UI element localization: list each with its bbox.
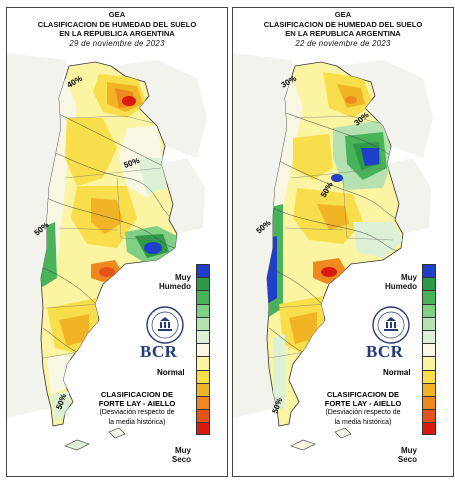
bcr-seal-logo	[146, 306, 184, 344]
legend-swatch	[422, 369, 436, 383]
moisture-legend	[196, 264, 210, 436]
argentina-moisture-map: 40% 50% 50% 50%	[7, 53, 207, 451]
legend-label-normal: Normal	[157, 368, 185, 377]
neighbor-land-north	[337, 60, 433, 158]
legend-swatch	[422, 316, 436, 330]
map-date: 29 de noviembre de 2023	[69, 38, 165, 48]
title-main: CLASIFICACION DE HUMEDAD DEL SUELO	[37, 19, 197, 29]
map-title: GEA CLASIFICACION DE HUMEDAD DEL SUELO E…	[7, 10, 227, 48]
legend-swatch	[422, 356, 436, 370]
legend-swatch	[422, 382, 436, 396]
legend-swatch	[196, 409, 210, 423]
legend-swatch	[196, 395, 210, 410]
legend-swatch	[196, 277, 210, 291]
argentina-moisture-map: 30% 30% 50% 50% 50%	[233, 53, 433, 451]
legend-swatch	[422, 409, 436, 423]
methodology-note: CLASIFICACION DE FORTE LAY - AIELLO (Des…	[98, 390, 176, 426]
title-gea: GEA	[334, 10, 352, 19]
legend-swatch	[196, 369, 210, 383]
neighbor-land-north	[111, 60, 207, 158]
title-gea: GEA	[108, 10, 126, 19]
malvinas-islands	[108, 427, 126, 439]
legend-swatch	[422, 290, 436, 304]
neighbor-land-east	[387, 158, 431, 234]
bcr-brand: BCR	[366, 342, 404, 361]
bcr-brand: BCR	[140, 342, 178, 361]
legend-swatch	[422, 303, 436, 317]
legend-swatch	[196, 343, 210, 357]
legend-swatch	[196, 422, 210, 436]
map-date: 22 de noviembre de 2023	[295, 38, 391, 48]
tierra-del-fuego	[64, 439, 90, 451]
malvinas-islands	[334, 427, 352, 439]
title-country: EN LA REPUBLICA ARGENTINA	[285, 29, 401, 38]
legend-swatch	[422, 329, 436, 344]
legend-swatch	[196, 290, 210, 304]
tierra-del-fuego	[290, 439, 316, 451]
legend-label-wet: Muy Humedo	[159, 273, 191, 291]
methodology-note: CLASIFICACION DE FORTE LAY - AIELLO (Des…	[324, 390, 402, 426]
legend-swatch	[196, 356, 210, 370]
neighbor-land	[7, 53, 67, 418]
legend-swatch	[196, 264, 210, 278]
moisture-legend	[422, 264, 436, 436]
soil-moisture-map-panel-2: GEA CLASIFICACION DE HUMEDAD DEL SUELO E…	[232, 7, 454, 477]
neighbor-land-east	[161, 158, 205, 234]
legend-label-dry: Muy Seco	[171, 446, 191, 464]
legend-swatch	[196, 382, 210, 396]
legend-label-normal: Normal	[383, 368, 411, 377]
soil-moisture-map-panel-1: GEA CLASIFICACION DE HUMEDAD DEL SUELO E…	[6, 7, 228, 477]
bcr-seal-logo	[372, 306, 410, 344]
legend-swatch	[422, 264, 436, 278]
legend-swatch	[196, 316, 210, 330]
legend-swatch	[422, 395, 436, 410]
legend-label-dry: Muy Seco	[397, 446, 417, 464]
title-country: EN LA REPUBLICA ARGENTINA	[59, 29, 175, 38]
map-title: GEA CLASIFICACION DE HUMEDAD DEL SUELO E…	[233, 10, 453, 48]
title-main: CLASIFICACION DE HUMEDAD DEL SUELO	[263, 19, 423, 29]
legend-swatch	[422, 277, 436, 291]
legend-swatch	[422, 343, 436, 357]
legend-label-wet: Muy Humedo	[385, 273, 417, 291]
neighbor-land	[233, 53, 293, 418]
legend-swatch	[422, 422, 436, 436]
legend-swatch	[196, 329, 210, 344]
legend-swatch	[196, 303, 210, 317]
